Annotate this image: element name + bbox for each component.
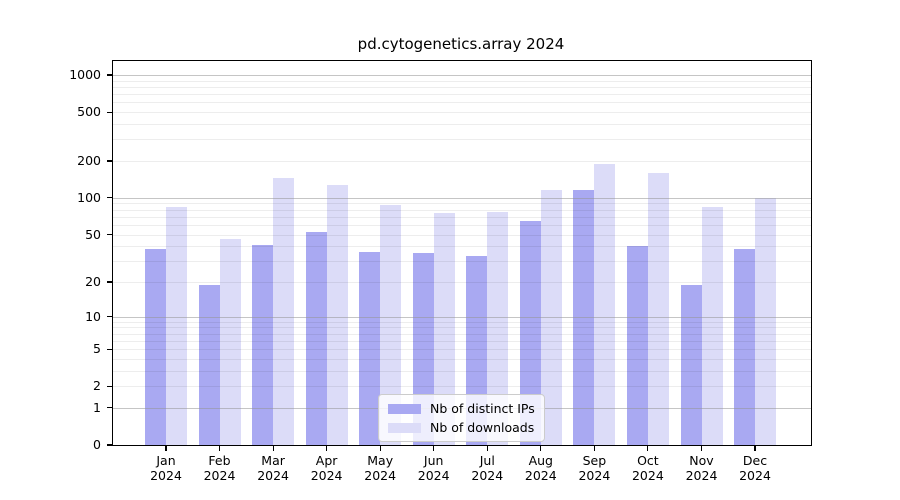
y-tick-label-50: 50 (85, 226, 101, 242)
x-tick-oct-2024 (647, 446, 649, 451)
bar-distinct-ips-oct-2024 (626, 246, 648, 445)
gridline-y-1000 (113, 75, 811, 76)
bar-downloads-oct-2024 (647, 172, 669, 445)
x-tick-label-dec-2024: Dec 2024 (739, 453, 771, 483)
y-tick-2 (107, 385, 112, 387)
chart-title: pd.cytogenetics.array 2024 (357, 35, 565, 53)
legend-row-distinct-ips: Nb of distinct IPs (388, 399, 535, 418)
bar-downloads-jun-2024 (433, 213, 455, 445)
legend-label-distinct-ips: Nb of distinct IPs (430, 401, 535, 416)
gridline-y-700 (113, 94, 811, 96)
bar-downloads-apr-2024 (326, 184, 348, 445)
plot-area: 0 1 2 5 10 20 50 100 200 500 1000 Jan 2024 Feb 2024 M… (69, 60, 812, 483)
y-tick-1000 (107, 74, 112, 76)
bar-downloads-feb-2024 (219, 238, 241, 445)
y-tick-label-5: 5 (93, 341, 101, 357)
x-tick-label-jul-2024: Jul 2024 (471, 453, 504, 483)
x-tick-label-sep-2024: Sep 2024 (578, 453, 611, 483)
x-tick-dec-2024 (754, 446, 756, 451)
y-tick-20 (107, 281, 112, 283)
x-tick-nov-2024 (700, 446, 703, 451)
bar-distinct-ips-dec-2024 (734, 248, 755, 445)
x-tick-label-feb-2024: Feb 2024 (203, 453, 236, 483)
bar-distinct-ips-may-2024 (359, 251, 381, 445)
x-tick-label-nov-2024: Nov 2024 (685, 453, 718, 483)
bar-downloads-jul-2024 (487, 211, 509, 445)
x-tick-label-may-2024: May 2024 (364, 453, 397, 483)
y-tick-label-1000: 1000 (69, 67, 101, 82)
bar-downloads-mar-2024 (273, 177, 295, 445)
y-tick-0 (107, 444, 112, 446)
gridline-y-200 (113, 161, 811, 162)
x-tick-jul-2024 (486, 446, 488, 451)
gridline-y-100 (113, 197, 811, 199)
bar-distinct-ips-nov-2024 (680, 284, 702, 445)
bar-distinct-ips-apr-2024 (305, 232, 327, 445)
x-tick-label-oct-2024: Oct 2024 (631, 453, 664, 483)
y-tick-5 (107, 348, 112, 350)
bar-distinct-ips-sep-2024 (573, 190, 595, 445)
x-tick-sep-2024 (593, 446, 595, 451)
bar-downloads-dec-2024 (755, 197, 776, 445)
bar-downloads-sep-2024 (594, 163, 616, 445)
x-tick-label-jan-2024: Jan 2024 (150, 453, 182, 483)
y-tick-label-100: 100 (77, 189, 101, 205)
bar-downloads-jan-2024 (166, 206, 187, 445)
x-tick-feb-2024 (218, 446, 221, 451)
bar-distinct-ips-mar-2024 (252, 244, 274, 445)
y-tick-50 (107, 233, 112, 236)
y-tick-label-20: 20 (85, 274, 101, 289)
y-tick-label-10: 10 (85, 308, 101, 324)
gridline-y-500 (113, 112, 811, 114)
legend-row-downloads: Nb of downloads (388, 418, 535, 437)
x-tick-label-aug-2024: Aug 2024 (524, 453, 557, 483)
x-tick-label-mar-2024: Mar 2024 (257, 453, 289, 483)
bar-downloads-aug-2024 (540, 190, 562, 445)
gridline-y-900 (113, 80, 811, 82)
y-tick-label-2: 2 (93, 378, 101, 394)
gridline-y-600 (113, 102, 811, 104)
gridline-y-300 (113, 139, 811, 141)
legend: Nb of distinct IPs Nb of downloads (378, 394, 545, 442)
legend-label-downloads: Nb of downloads (430, 420, 535, 435)
bar-distinct-ips-aug-2024 (519, 220, 541, 445)
legend-swatch-distinct-ips (388, 403, 421, 414)
bar-downloads-may-2024 (380, 204, 402, 445)
bar-distinct-ips-jan-2024 (145, 248, 166, 445)
y-tick-500 (107, 111, 112, 113)
y-tick-100 (107, 197, 112, 199)
gridline-y-800 (113, 87, 811, 88)
x-tick-apr-2024 (326, 446, 328, 451)
gridline-y-90 (113, 203, 811, 205)
gridline-y-400 (113, 124, 811, 125)
y-tick-200 (107, 160, 112, 162)
x-tick-jan-2024 (165, 446, 167, 451)
y-tick-label-0: 0 (93, 437, 101, 452)
x-tick-may-2024 (379, 446, 381, 451)
y-tick-label-200: 200 (77, 153, 101, 168)
y-tick-1 (107, 407, 112, 409)
y-tick-label-1: 1 (93, 399, 101, 415)
x-tick-mar-2024 (272, 446, 274, 451)
x-tick-jun-2024 (433, 446, 435, 451)
y-tick-10 (107, 316, 112, 318)
x-tick-label-apr-2024: Apr 2024 (310, 453, 343, 483)
y-tick-label-500: 500 (77, 104, 101, 120)
legend-swatch-downloads (388, 422, 421, 433)
x-tick-aug-2024 (540, 446, 542, 451)
bar-downloads-nov-2024 (701, 207, 723, 445)
bar-distinct-ips-feb-2024 (198, 284, 220, 445)
x-tick-label-jun-2024: Jun 2024 (417, 453, 450, 483)
